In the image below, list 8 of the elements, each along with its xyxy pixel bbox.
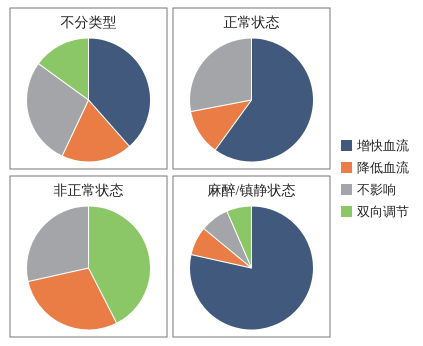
legend-label: 增快血流 [356, 138, 409, 153]
legend-label: 降低血流 [357, 160, 409, 175]
chart-title: 非正常状态 [54, 183, 124, 199]
legend-label: 不影响 [357, 182, 396, 197]
chart-title: 不分类型 [60, 15, 116, 31]
chart-title: 正常状态 [224, 15, 280, 31]
chart-title: 麻醉/镇静状态 [208, 183, 296, 199]
legend-label: 双向调节 [357, 204, 409, 219]
